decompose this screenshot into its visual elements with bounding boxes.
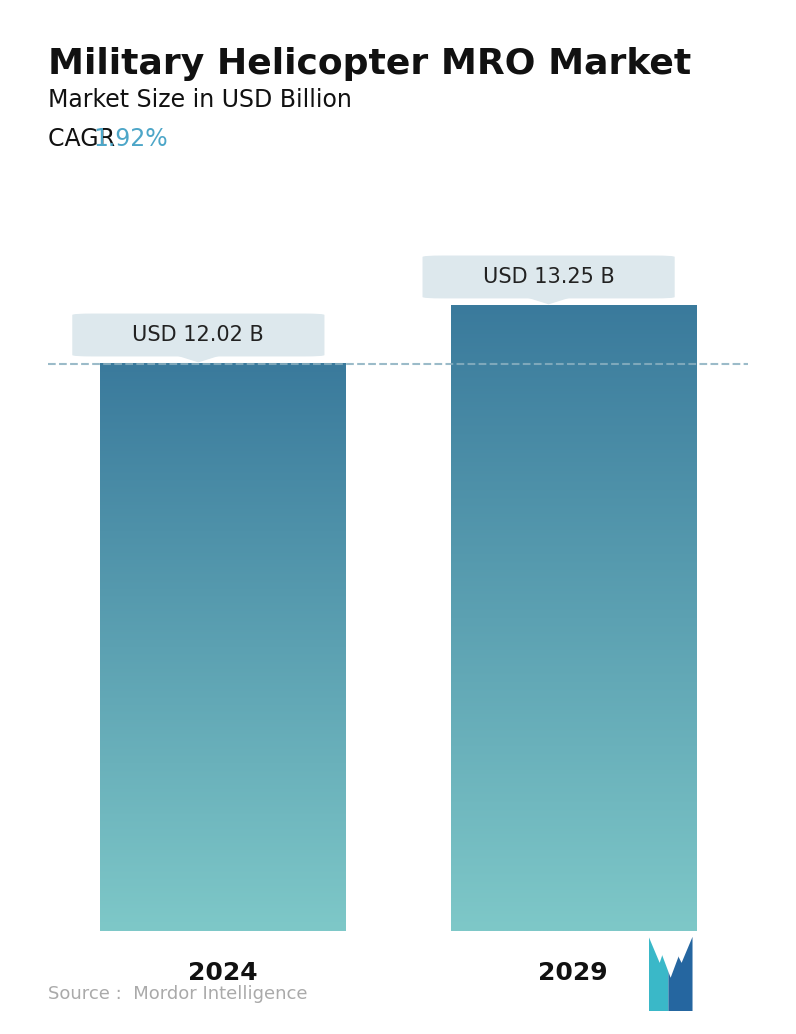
Polygon shape: [528, 297, 570, 304]
FancyBboxPatch shape: [72, 313, 325, 357]
Polygon shape: [178, 355, 220, 362]
Text: 2024: 2024: [188, 962, 258, 985]
Polygon shape: [669, 937, 693, 1011]
Text: Military Helicopter MRO Market: Military Helicopter MRO Market: [48, 47, 691, 81]
Text: 2029: 2029: [538, 962, 608, 985]
Text: Source :  Mordor Intelligence: Source : Mordor Intelligence: [48, 985, 307, 1003]
Text: CAGR: CAGR: [48, 127, 123, 151]
Text: 1.92%: 1.92%: [94, 127, 169, 151]
FancyBboxPatch shape: [423, 255, 675, 299]
Text: USD 13.25 B: USD 13.25 B: [482, 267, 615, 287]
Polygon shape: [655, 937, 686, 978]
Text: Market Size in USD Billion: Market Size in USD Billion: [48, 88, 352, 112]
Text: USD 12.02 B: USD 12.02 B: [132, 325, 264, 345]
Polygon shape: [649, 937, 669, 1011]
